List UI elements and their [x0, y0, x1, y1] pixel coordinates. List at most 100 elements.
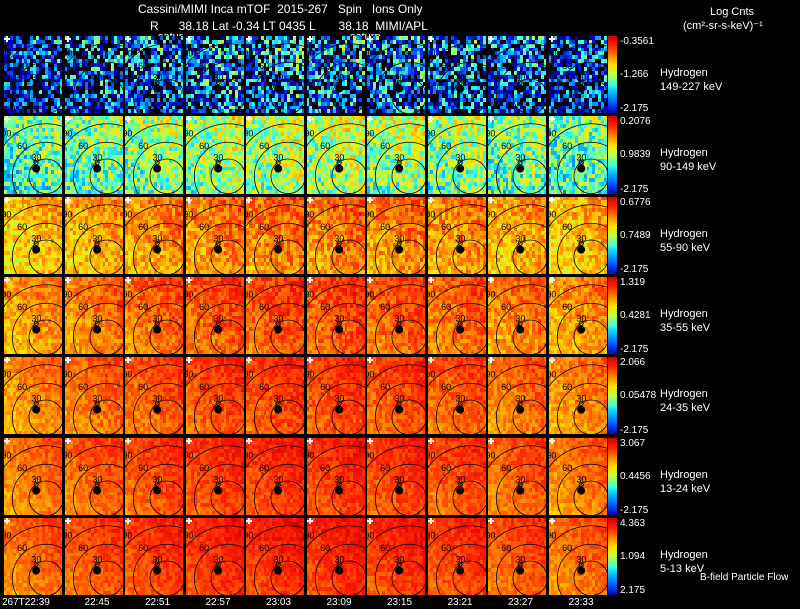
- pitch-angle-contours: 30 60 90: [64, 517, 123, 596]
- image-panel: 30 60 90: [548, 517, 607, 596]
- saturn-marker: [213, 325, 222, 334]
- contour-label: 60: [441, 61, 451, 71]
- contour-line: [391, 399, 426, 435]
- time-tick-label: 23:21: [448, 598, 473, 608]
- pitch-angle-contours: 30 60 90: [4, 36, 63, 114]
- contour-line: [89, 319, 123, 355]
- contour-line: [314, 142, 365, 194]
- image-panel: 30 60 90: [427, 437, 486, 515]
- contour-label: 30: [455, 233, 465, 243]
- contour-line: [125, 525, 184, 548]
- saturn-marker: [395, 164, 404, 173]
- image-panel: 30 60 90: [488, 116, 547, 194]
- contour-line: [64, 525, 123, 548]
- contour-label: 30: [152, 474, 162, 484]
- saturn-marker: [32, 486, 41, 495]
- contour-line: [149, 560, 184, 596]
- colorbar: [608, 36, 617, 114]
- contour-label: 30: [213, 314, 223, 324]
- saturn-marker: [274, 245, 283, 254]
- contour-line: [573, 560, 607, 596]
- contour-line: [89, 78, 123, 114]
- saturn-marker: [576, 486, 585, 495]
- contour-line: [89, 399, 123, 435]
- contour-line: [427, 364, 486, 388]
- contour-label: 30: [31, 73, 41, 83]
- contour-line: [495, 222, 547, 274]
- contour-label: 30: [273, 554, 283, 564]
- pitch-angle-contours: 30 60 90: [548, 517, 607, 596]
- grid-crosshair: [125, 437, 131, 444]
- contour-label: 60: [199, 543, 209, 553]
- pitch-angle-contours: 30 60 90: [488, 276, 547, 355]
- contour-label: 90: [549, 209, 556, 219]
- pitch-angle-contours: 30 60 90: [4, 517, 63, 596]
- contour-line: [556, 543, 607, 596]
- contour-line: [72, 383, 123, 435]
- image-panel: 30 60 90: [548, 437, 607, 515]
- contour-label: 60: [501, 141, 511, 151]
- contour-line: [374, 302, 426, 355]
- contour-line: [314, 463, 365, 515]
- contour-label: 90: [65, 129, 72, 139]
- contour-line: [4, 203, 63, 227]
- contour-label: 30: [273, 153, 283, 163]
- grid-crosshair: [548, 36, 555, 42]
- contour-line: [495, 463, 547, 515]
- colorbar-max-label: 3.067: [620, 438, 645, 449]
- saturn-marker: [334, 84, 343, 93]
- saturn-marker: [395, 486, 404, 495]
- image-panel: 30 60 90: [427, 276, 486, 355]
- contour-label: 90: [4, 450, 11, 460]
- pitch-angle-contours: 30 60 90: [64, 36, 123, 114]
- contour-line: [452, 319, 486, 355]
- contour-line: [72, 543, 123, 596]
- contour-line: [4, 364, 63, 388]
- contour-line: [488, 525, 547, 548]
- contour-line: [193, 222, 244, 274]
- contour-line: [495, 61, 547, 114]
- energy-channel-label: Hydrogen 55-90 keV: [660, 227, 710, 255]
- contour-label: 30: [31, 153, 41, 163]
- colorbar-mid-label: 0.05478: [620, 391, 656, 401]
- contour-line: [149, 78, 184, 114]
- time-tick-label: 22:57: [206, 598, 231, 608]
- image-panel: 30 60 90: [125, 276, 184, 355]
- image-panel: 30 60 90: [306, 357, 365, 435]
- contour-line: [556, 61, 607, 114]
- contour-label: 90: [428, 450, 435, 460]
- contour-label: 60: [562, 543, 572, 553]
- contour-label: 60: [17, 463, 27, 473]
- contour-line: [11, 383, 63, 435]
- contour-label: 90: [307, 48, 314, 58]
- contour-label: 90: [428, 209, 435, 219]
- pitch-angle-contours: 30 60 90: [548, 116, 607, 194]
- contour-label: 90: [125, 209, 132, 219]
- contour-label: 60: [320, 382, 330, 392]
- image-panel: 30 60 90: [64, 276, 123, 355]
- contour-label: 60: [199, 302, 209, 312]
- contour-label: 90: [549, 530, 556, 540]
- image-panel: 30 60 90: [367, 517, 426, 596]
- saturn-marker: [274, 84, 283, 93]
- contour-line: [427, 203, 486, 227]
- contour-line: [488, 203, 547, 227]
- time-tick-label: 23:27: [508, 598, 533, 608]
- image-panel: 30 60 90: [125, 36, 184, 114]
- contour-line: [89, 158, 123, 194]
- contour-label: 30: [31, 233, 41, 243]
- contour-label: 60: [17, 61, 27, 71]
- image-panel: 30 60 90: [306, 437, 365, 515]
- time-tick-label: 267T22:39: [2, 598, 50, 608]
- image-panel: 30 60 90: [125, 437, 184, 515]
- grid-crosshair: [548, 276, 555, 283]
- grid-crosshair: [306, 357, 313, 364]
- contour-label: 60: [259, 222, 269, 232]
- contour-line: [306, 203, 365, 227]
- contour-label: 60: [138, 61, 148, 71]
- pitch-angle-contours: 30 60 90: [4, 116, 63, 194]
- colorbar-max-label: 0.2076: [620, 117, 651, 127]
- contour-label: 30: [394, 153, 404, 163]
- energy-channel-label: Hydrogen 24-35 keV: [660, 387, 710, 415]
- contour-label: 60: [199, 141, 209, 151]
